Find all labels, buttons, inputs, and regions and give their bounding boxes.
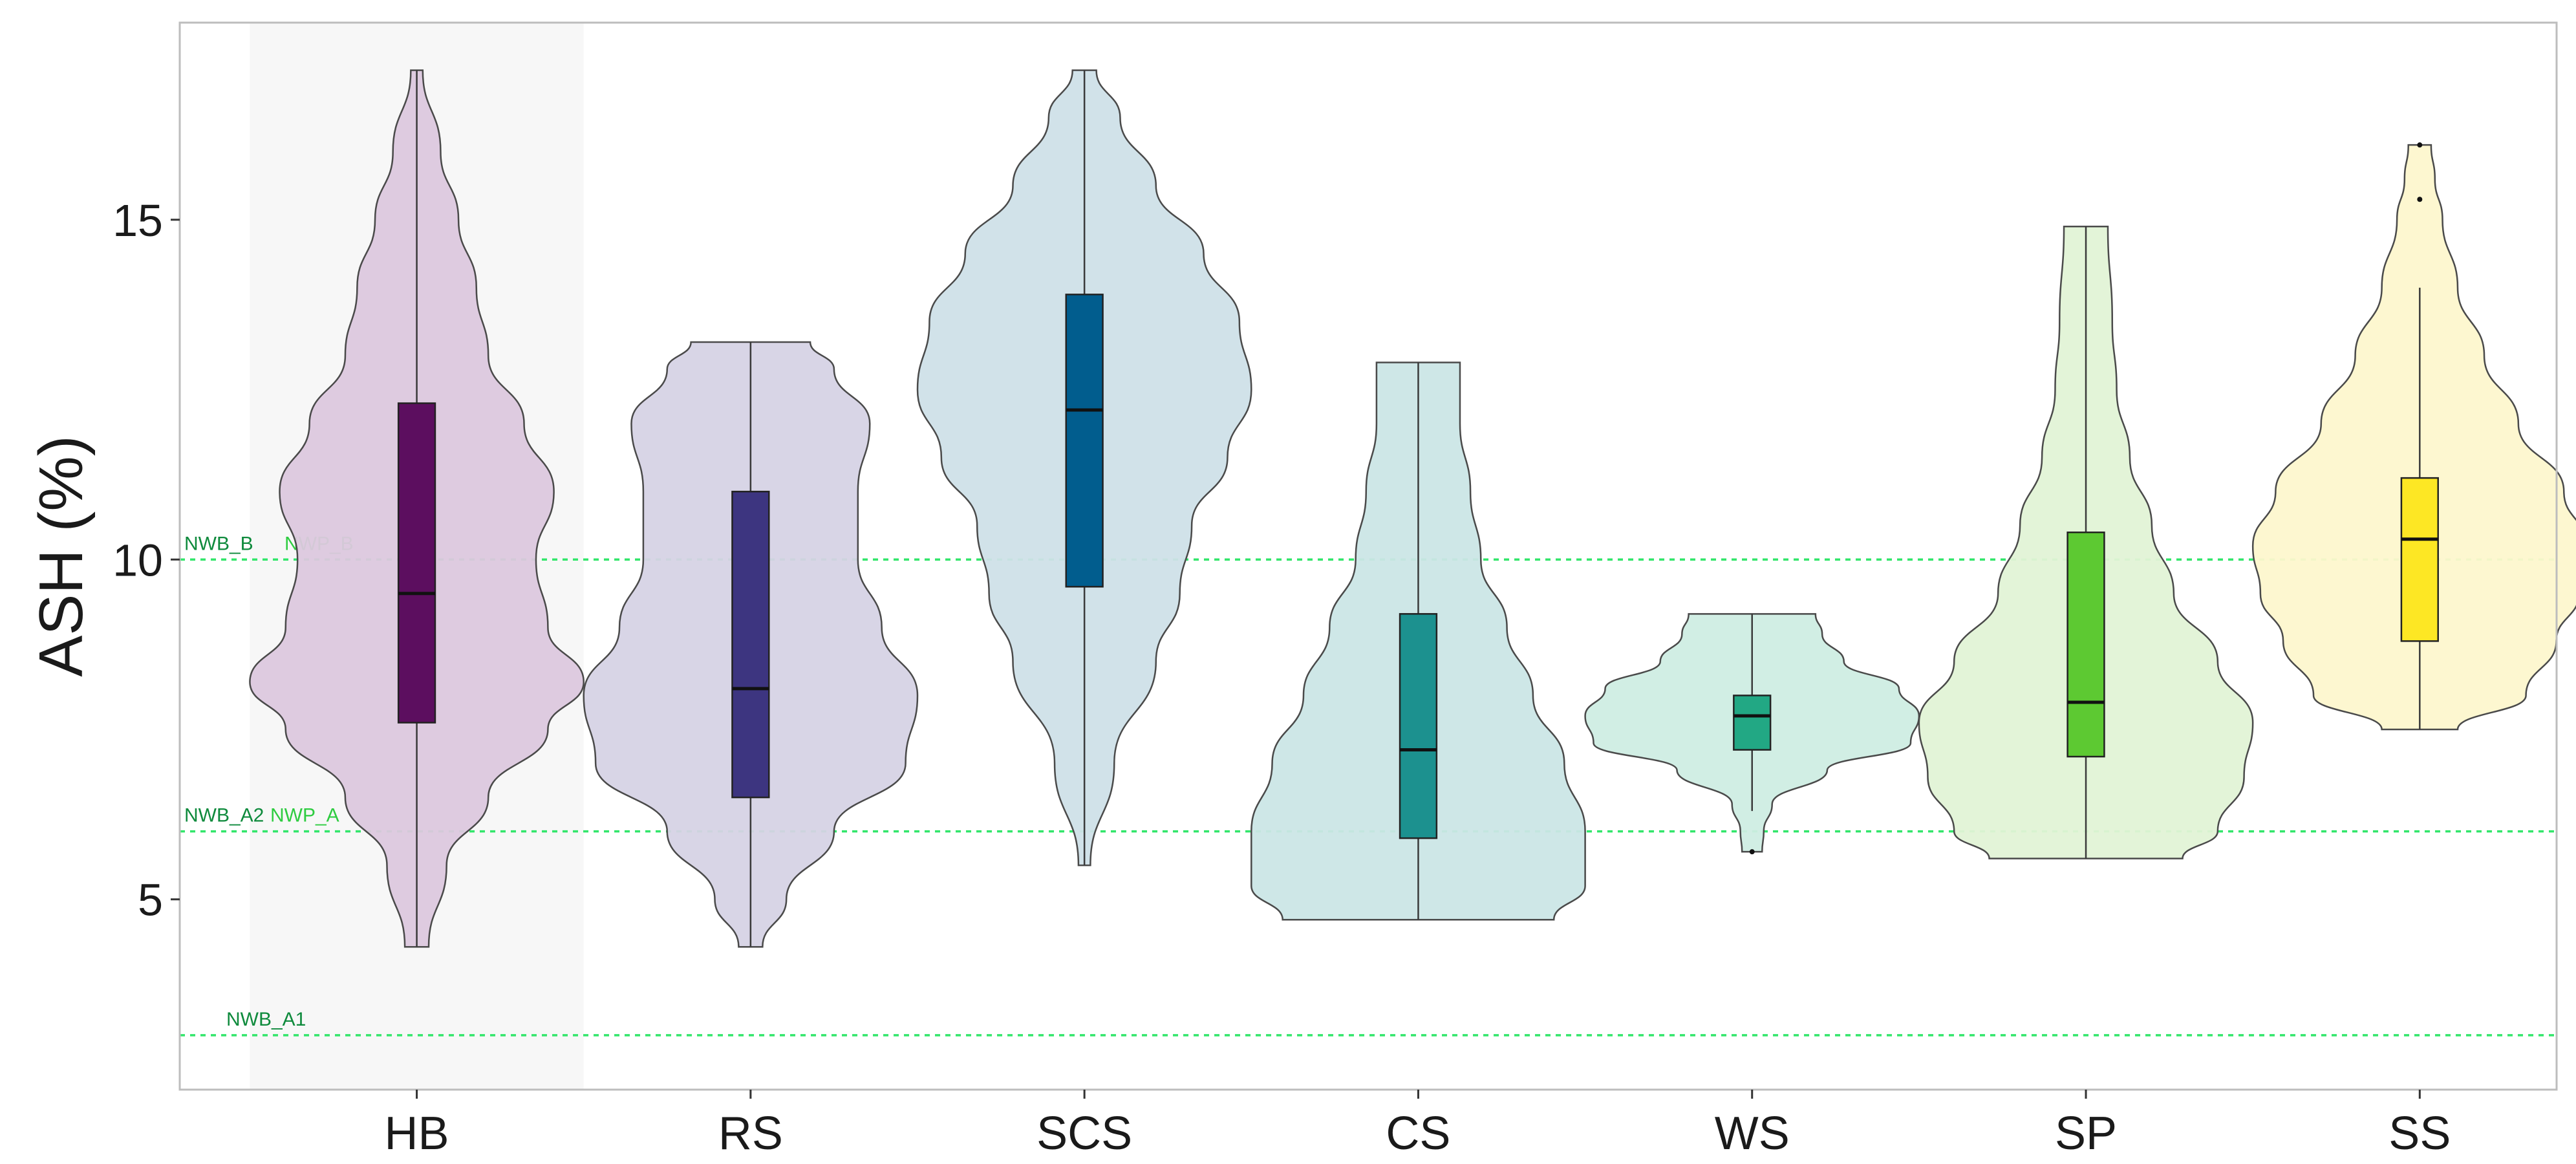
x-tick-label-ws: WS <box>1715 1108 1790 1159</box>
outlier-ws-1 <box>1749 849 1755 855</box>
y-tick-label-5: 5 <box>138 875 163 925</box>
violin-group-ws <box>1584 613 1920 855</box>
reference-label-nwp-a: NWP_A <box>270 805 339 826</box>
axes-layer: 5 10 15 HB RS SCS CS WS SP SS <box>113 195 2451 1159</box>
box-hb <box>397 402 436 724</box>
box-ss <box>2400 477 2439 642</box>
outlier-ss-1 <box>2417 197 2423 202</box>
reference-label-nwb-b: NWB_B <box>184 533 253 554</box>
box-scs <box>1065 294 1104 588</box>
violin-group-rs <box>583 341 919 948</box>
box-sp <box>2066 531 2105 758</box>
violin-group-sp <box>1918 226 2254 859</box>
reference-label-nwb-a1: NWB_A1 <box>226 1009 306 1030</box>
x-tick-label-ss: SS <box>2388 1108 2451 1159</box>
plot-panel-border <box>178 21 2558 1091</box>
box-ws <box>1733 695 1772 751</box>
y-axis-title: ASH (%) <box>27 435 96 676</box>
violins-layer <box>249 69 2576 948</box>
y-tick-label-15: 15 <box>113 195 163 246</box>
box-rs <box>731 490 770 799</box>
outlier-ss-2 <box>2417 142 2423 148</box>
x-tick-label-rs: RS <box>718 1108 783 1159</box>
x-tick-label-cs: CS <box>1386 1108 1450 1159</box>
violin-group-hb <box>249 69 585 948</box>
violin-group-scs <box>916 69 1252 867</box>
reference-label-nwb-a2: NWB_A2 <box>184 805 264 826</box>
violin-group-ss <box>2251 142 2576 731</box>
x-tick-label-sp: SP <box>2055 1108 2117 1159</box>
x-tick-label-scs: SCS <box>1036 1108 1132 1159</box>
y-tick-label-10: 10 <box>113 535 163 585</box>
box-cs <box>1399 613 1438 839</box>
x-tick-label-hb: HB <box>385 1108 449 1159</box>
violin-group-cs <box>1250 361 1586 921</box>
